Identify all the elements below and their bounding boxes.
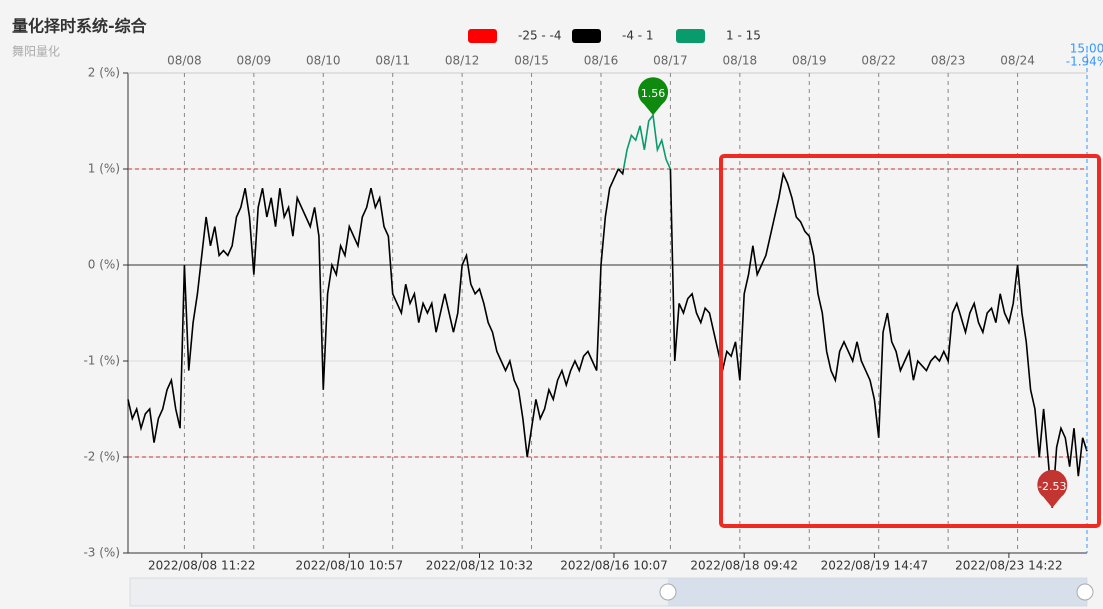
x-top-tick-label: 08/16 xyxy=(584,54,619,68)
x-top-tick-label: 08/19 xyxy=(792,54,827,68)
y-tick-label: -2 (%) xyxy=(83,450,120,464)
cursor-time-label: 15:00 xyxy=(1070,42,1103,56)
y-tick-label: 0 (%) xyxy=(88,258,120,272)
legend-label: 1 - 15 xyxy=(726,29,761,43)
x-top-tick-label: 08/17 xyxy=(653,54,688,68)
legend-swatch xyxy=(468,29,497,43)
x-tick-label: 2022/08/08 11:22 xyxy=(148,559,256,573)
x-top-tick-label: 08/22 xyxy=(861,54,896,68)
mark-pin xyxy=(1037,469,1068,508)
x-top-tick-label: 08/12 xyxy=(445,54,480,68)
zoom-handle[interactable] xyxy=(659,583,677,601)
x-top-tick-label: 08/08 xyxy=(167,54,202,68)
mark-pin-label: -2.53 xyxy=(1038,480,1066,493)
mark-pin xyxy=(638,77,669,116)
y-tick-label: 2 (%) xyxy=(88,66,120,80)
legend-swatch xyxy=(572,29,601,43)
y-tick-label: 1 (%) xyxy=(88,162,120,176)
data-zoom[interactable] xyxy=(129,577,1094,607)
zoom-window[interactable] xyxy=(668,578,1087,606)
x-top-tick-label: 08/23 xyxy=(931,54,966,68)
x-tick-label: 2022/08/23 14:22 xyxy=(955,559,1063,573)
legend-swatch xyxy=(676,29,705,43)
legend-label: -4 - 1 xyxy=(622,29,654,43)
legend: -25 - -4 -4 - 1 1 - 15 xyxy=(468,29,761,43)
x-top-tick-label: 08/24 xyxy=(1000,54,1035,68)
x-top-tick-label: 08/09 xyxy=(237,54,272,68)
x-top-tick-label: 08/11 xyxy=(375,54,410,68)
x-tick-label: 2022/08/10 10:57 xyxy=(296,559,404,573)
y-tick-label: -1 (%) xyxy=(83,354,120,368)
x-tick-label: 2022/08/16 10:07 xyxy=(560,559,668,573)
zoom-handle[interactable] xyxy=(1076,583,1094,601)
line-series xyxy=(127,113,1088,508)
x-tick-label: 2022/08/19 14:47 xyxy=(821,559,929,573)
x-top-tick-label: 08/18 xyxy=(723,54,758,68)
highlight-box xyxy=(719,154,1101,528)
chart-title: 量化择时系统-综合 xyxy=(12,17,148,36)
legend-label: -25 - -4 xyxy=(518,29,562,43)
cursor-value-label: -1.94% xyxy=(1066,55,1103,69)
chart-subtitle: 舞阳量化 xyxy=(12,45,60,59)
plot-area: 2 (%) 1 (%) 0 (%) -1 (%) -2 (%) -3 (%) 08/08 08… xyxy=(83,42,1103,573)
x-top-tick-label: 08/15 xyxy=(514,54,549,68)
x-top-tick-label: 08/10 xyxy=(306,54,341,68)
x-tick-label: 2022/08/18 09:42 xyxy=(690,559,798,573)
y-tick-label: -3 (%) xyxy=(83,546,120,560)
mark-pin-label: 1.56 xyxy=(641,87,666,100)
x-tick-label: 2022/08/12 10:32 xyxy=(426,559,534,573)
